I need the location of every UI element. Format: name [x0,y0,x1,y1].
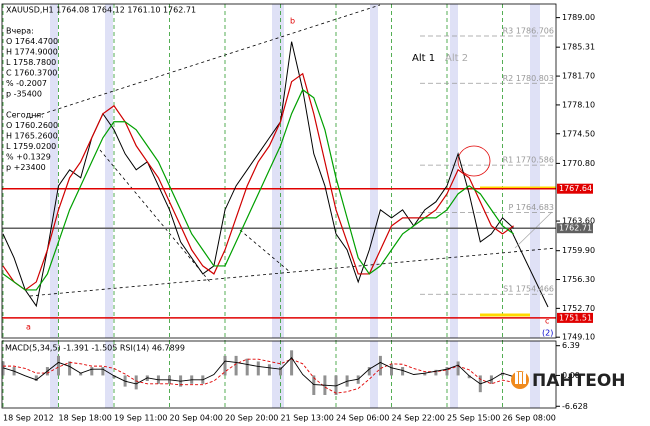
logo-text: ПАНТЕОН [532,371,626,391]
symbol-info: XAUUSD,H1 1764.08 1764.12 1761.10 1762.7… [6,6,196,15]
macd-bar [234,355,238,376]
info-line: Сегодня: [6,111,44,120]
price-tag [557,183,593,194]
y-tick-label: 6.39 [562,341,580,350]
macd-bar [334,375,338,395]
macd-bar [390,364,393,376]
macd-bar [90,367,94,376]
main-frame [1,3,557,339]
macd-bar [256,361,260,376]
info-line: % -0.2007 [6,79,47,88]
x-tick-label: 24 Sep 22:00 [392,414,445,423]
y-tick-label: 1774.50 [562,129,595,138]
x-tick-label: 21 Sep 13:00 [281,414,334,423]
annotation: a [26,323,31,332]
macd-bar [378,355,382,376]
annotation: (2) [542,329,553,338]
info-line: H 1774.9000 [6,48,58,57]
price-line-series [2,88,514,291]
macd-bar [401,367,405,376]
info-line: L 1758.7800 [6,58,56,67]
x-tick-label: 18 Sep 18:00 [59,414,112,423]
y-tick-label: 1770.80 [562,159,595,168]
macd-bar [279,367,282,376]
y-tick-label: 0.00 [562,371,580,380]
price-tag [557,312,593,323]
info-line: % +0.1329 [6,153,51,162]
x-tick-label: 24 Sep 06:00 [336,414,389,423]
y-tick-label: 1778.10 [562,100,595,109]
pivot-label: S1 1754.466 [503,285,554,294]
y-tick-label: 1752.70 [562,304,595,313]
macd-bar [1,361,5,376]
macd-bar [34,375,38,382]
pivot-label: R1 1770.586 [503,156,554,165]
macd-bar [445,367,449,376]
price-line-series [2,41,514,308]
pivot-label: P 1764.683 [508,203,554,212]
macd-bar [467,375,471,379]
x-tick-label: 19 Sep 11:00 [114,414,167,423]
info-line: Вчера: [6,27,34,36]
price-tag-label: 1762.71 [559,224,592,233]
annotation: c [545,317,549,326]
y-tick-label: 1763.60 [562,217,595,226]
info-line: p -35400 [6,90,42,99]
macd-bar [245,358,249,376]
macd-bar [101,367,105,376]
y-tick-label: -6.628 [562,402,588,411]
info-line: H 1765.2600 [6,132,58,141]
indicator-title: MACD(5,34,5) -1.391 -1.505 RSI(14) 46.78… [5,344,185,353]
signal-line [3,358,514,394]
price-tag [557,223,593,234]
x-tick-label: 26 Sep 08:00 [503,414,556,423]
y-tick-label: 1785.31 [562,43,595,52]
annotation: b [290,17,295,26]
info-line: O 1760.2600 [6,121,58,130]
pivot-label: R3 1786.706 [503,26,554,35]
price-tag-label: 1767.64 [559,184,592,193]
macd-bar [423,372,427,376]
macd-bar [134,375,138,390]
x-tick-label: 25 Sep 15:00 [447,414,500,423]
macd-bar [267,364,271,376]
logo: ПАНТЕОН [511,371,626,391]
macd-bar [290,350,294,376]
rsi-line [2,357,514,387]
y-tick-label: 1759.90 [562,246,595,255]
macd-bar [367,367,371,376]
x-tick-label: 18 Sep 2012 [3,414,54,423]
macd-bar [57,355,60,376]
macd-bar [112,375,116,379]
y-tick-label: 1781.70 [562,72,595,81]
annotation: Alt 2 [445,53,468,64]
macd-bar [501,372,504,376]
macd-bar [312,375,316,395]
macd-bar [79,372,83,376]
pivot-label: R2 1780.803 [503,74,554,83]
y-tick-label: 1756.30 [562,275,595,284]
x-tick-label: 20 Sep 04:00 [170,414,223,423]
price-tag-label: 1751.51 [559,313,592,322]
info-line: p +23400 [6,163,46,172]
macd-bar [68,361,72,376]
y-tick-label: 1749.10 [562,333,595,342]
y-tick-label: 1789.00 [562,13,595,22]
info-line: L 1759.0200 [6,142,56,151]
info-line: C 1760.3700 [6,69,57,78]
macd-bar [456,361,460,376]
macd-bar [434,369,438,376]
macd-bar [223,355,227,376]
x-tick-label: 20 Sep 20:00 [225,414,278,423]
annotation: Alt 1 [412,53,435,64]
session-bands [50,4,540,408]
plot: 1789.00 1785.31 1781.70 1778.10 1774.50 1770.… [1,13,595,423]
sub-frame [1,340,557,409]
info-line: O 1764.4700 [6,37,58,46]
price-line-series [2,72,514,291]
